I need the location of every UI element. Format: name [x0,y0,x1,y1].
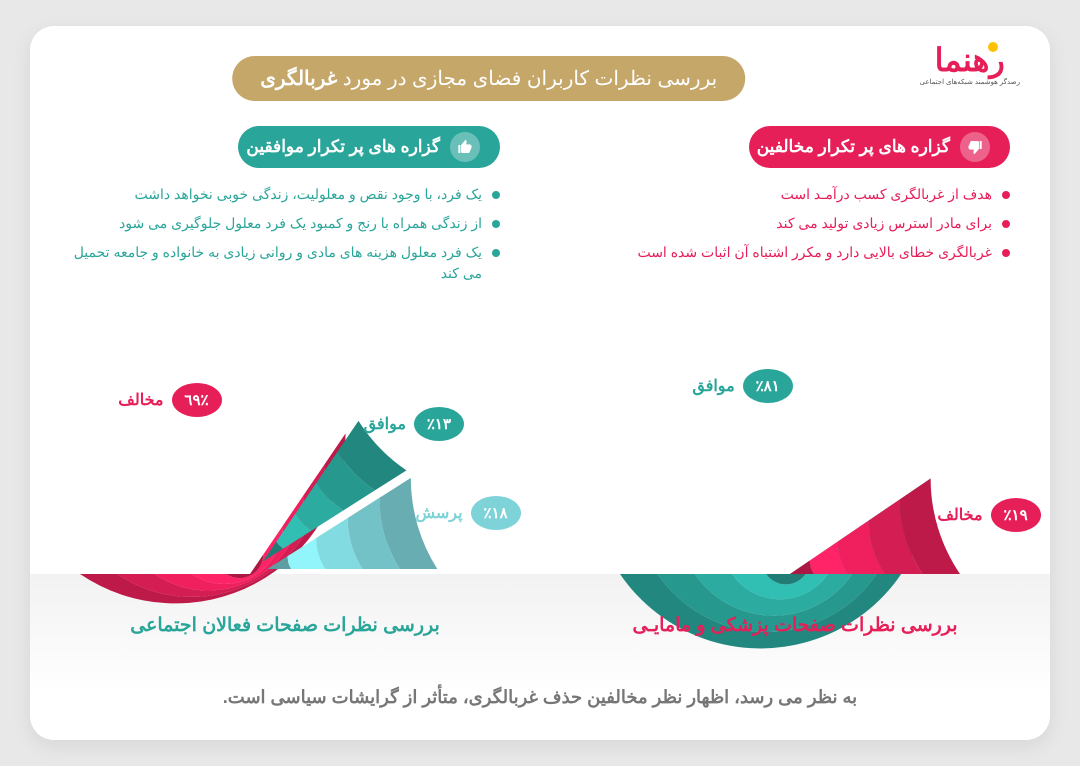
title-highlight: غربالگری [260,68,337,90]
segment-name: موافق [692,376,734,396]
charts-zone: ٪۸۱ موافق ٪۱۹ مخالف ٪٦٩ مخالف ٪۱۳ موافق ٪۱۸ پرسش [30,326,1050,606]
list-item: برای مادر استرس زیادی تولید می کند [580,213,1010,234]
agree-heading: گزاره های پر تکرار موافقین [246,137,440,157]
segment-name: موافق [364,414,406,434]
chart-titles: بررسی نظرات صفحات فعالان اجتماعی بررسی ن… [30,614,1050,637]
segment-pct-badge: ٪٦٩ [172,383,222,417]
disagree-heading: گزاره های پر تکرار مخالفین [757,137,950,157]
brand-logo: رهنما رصدگر هوشمند شبکه‌های اجتماعی [919,44,1020,86]
chart-medical-pages [60,366,440,576]
chart-left-title: بررسی نظرات صفحات پزشکی و مامایـی [540,614,1050,637]
footer-note: به نظر می رسد، اظهار نظر مخالفین حذف غرب… [30,687,1050,708]
segment-pct-badge: ٪۸۱ [743,369,793,403]
segment-pct-badge: ٪۱۳ [414,407,464,441]
segment-label: ٪٦٩ مخالف [118,383,221,417]
segment-label: ٪۱۳ موافق [364,407,464,441]
disagree-heading-pill: گزاره های پر تکرار مخالفین [749,126,1010,168]
segment-pct-badge: ٪۱۹ [991,498,1041,532]
brand-dot-icon [988,42,998,52]
brand-tagline: رصدگر هوشمند شبکه‌های اجتماعی [919,78,1020,86]
thumbs-up-icon [450,132,480,162]
segment-name: مخالف [118,390,163,410]
columns: گزاره های پر تکرار موافقین یک فرد، با وج… [30,126,1050,292]
segment-name: مخالف [937,505,982,525]
title-prefix: بررسی نظرات کاربران فضای مجازی در مورد [343,68,717,90]
card: رهنما رصدگر هوشمند شبکه‌های اجتماعی بررس… [30,26,1050,740]
agree-bullets: یک فرد، با وجود نقص و معلولیت، زندگی خوب… [70,184,500,284]
list-item: یک فرد، با وجود نقص و معلولیت، زندگی خوب… [70,184,500,205]
list-item: غربالگری خطای بالایی دارد و مکرر اشتباه … [580,242,1010,263]
semi-pie-left [60,366,440,576]
segment-label: ٪۱۹ مخالف [937,498,1040,532]
segment-name: پرسش [416,503,463,523]
page-title: بررسی نظرات کاربران فضای مجازی در مورد غ… [232,56,745,101]
list-item: از زندگی همراه با رنج و کمبود یک فرد معل… [70,213,500,234]
chart-right-title: بررسی نظرات صفحات فعالان اجتماعی [30,614,540,637]
segment-pct-badge: ٪۱۸ [471,496,521,530]
segment-label: ٪۱۸ پرسش [416,496,521,530]
disagree-bullets: هدف از غربالگری کسب درآمـد است برای مادر… [580,184,1010,263]
list-item: هدف از غربالگری کسب درآمـد است [580,184,1010,205]
agree-column: گزاره های پر تکرار موافقین یک فرد، با وج… [30,126,540,292]
agree-heading-pill: گزاره های پر تکرار موافقین [238,126,500,168]
thumbs-down-icon [960,132,990,162]
disagree-column: گزاره های پر تکرار مخالفین هدف از غربالگ… [540,126,1050,292]
segment-label: ٪۸۱ موافق [692,369,792,403]
list-item: یک فرد معلول هزینه های مادی و روانی زیاد… [70,242,500,284]
brand-name: رهنما [919,44,1020,76]
